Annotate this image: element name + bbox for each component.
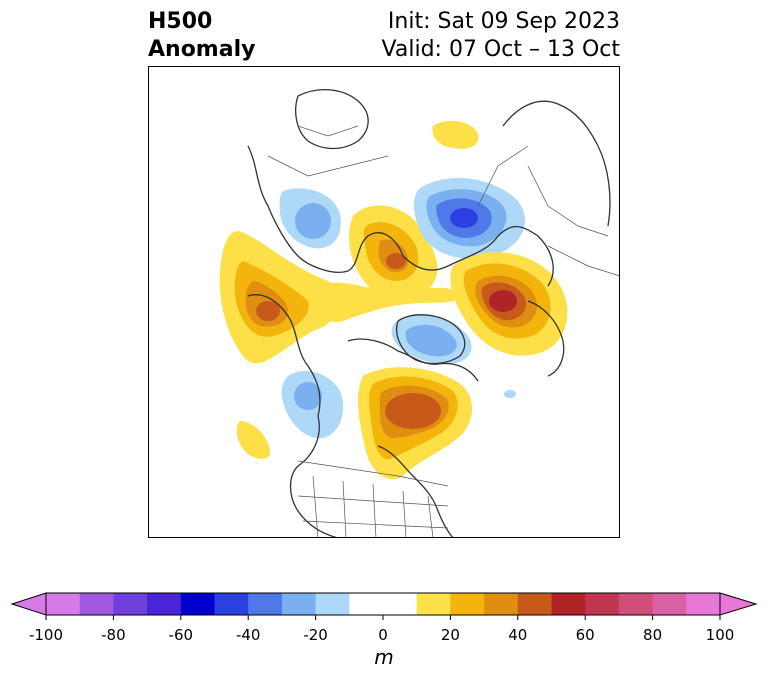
colorbar-segment bbox=[585, 593, 620, 615]
colorbar-segment bbox=[618, 593, 654, 615]
anomaly-scandinavia-ridge bbox=[450, 252, 568, 356]
colorbar-segment bbox=[686, 593, 721, 615]
title-line-2: Anomaly bbox=[148, 37, 256, 62]
colorbar-segment bbox=[484, 593, 519, 615]
colorbar-tick-label: -100 bbox=[29, 626, 63, 644]
map-frame bbox=[148, 66, 620, 538]
colorbar-tick-label: -20 bbox=[303, 626, 328, 644]
colorbar-tick-label: 100 bbox=[706, 626, 735, 644]
colorbar-segment bbox=[79, 593, 114, 615]
colorbar-extend-max bbox=[719, 592, 758, 616]
anomaly-arctic-ridge-band bbox=[317, 282, 463, 323]
colorbar-segment bbox=[281, 593, 317, 615]
colorbar-segment bbox=[416, 593, 451, 615]
colorbar-segment bbox=[214, 593, 249, 615]
date-info: Init: Sat 09 Sep 2023 Valid: 07 Oct – 13… bbox=[382, 8, 620, 64]
anomaly-siberia-trough bbox=[413, 178, 525, 259]
colorbar-tick-label: -40 bbox=[236, 626, 261, 644]
colorbar-tick-label: 0 bbox=[378, 626, 388, 644]
anomaly-map bbox=[148, 66, 620, 538]
coastlines bbox=[247, 89, 611, 538]
valid-range: Valid: 07 Oct – 13 Oct bbox=[381, 37, 620, 62]
colorbar-tick-label: -60 bbox=[169, 626, 194, 644]
colorbar-tick-label: 40 bbox=[508, 626, 527, 644]
colorbar-tick-label: 20 bbox=[441, 626, 460, 644]
colorbar-segment bbox=[180, 593, 215, 615]
country-borders bbox=[267, 125, 620, 538]
chart-title: H500 Anomaly bbox=[148, 8, 255, 64]
colorbar-segment bbox=[652, 593, 687, 615]
colorbar-segment bbox=[349, 593, 384, 615]
anomaly-siberia-west-trough bbox=[279, 188, 341, 249]
colorbar-tick-label: -80 bbox=[101, 626, 126, 644]
colorbar-segment bbox=[383, 593, 418, 615]
anomaly-central-arctic-trough bbox=[391, 313, 516, 398]
colorbar-tick-label: 80 bbox=[643, 626, 662, 644]
colorbar-segment bbox=[551, 593, 586, 615]
colorbar-segment bbox=[46, 593, 81, 615]
colorbar-segment bbox=[450, 593, 485, 615]
colorbar-unit: m bbox=[374, 645, 394, 669]
anomaly-north-small-ridge bbox=[432, 120, 479, 149]
init-date: Init: Sat 09 Sep 2023 bbox=[387, 9, 620, 34]
anomaly-hudson-ridge bbox=[349, 205, 438, 301]
colorbar-segment bbox=[147, 593, 182, 615]
colorbar-tick-label: 60 bbox=[576, 626, 595, 644]
anomaly-eastern-us-ridge bbox=[357, 367, 473, 480]
colorbar-segment bbox=[517, 593, 552, 615]
colorbar-segment bbox=[315, 593, 350, 615]
anomaly-west-canada-trough bbox=[281, 371, 344, 439]
colorbar-segment bbox=[113, 593, 148, 615]
colorbar: -100 -80 -60 -40 -20 0 20 40 60 80 100 bbox=[10, 592, 758, 644]
colorbar-extend-min bbox=[10, 592, 47, 616]
colorbar-segment bbox=[248, 593, 283, 615]
title-line-1: H500 bbox=[148, 9, 213, 34]
